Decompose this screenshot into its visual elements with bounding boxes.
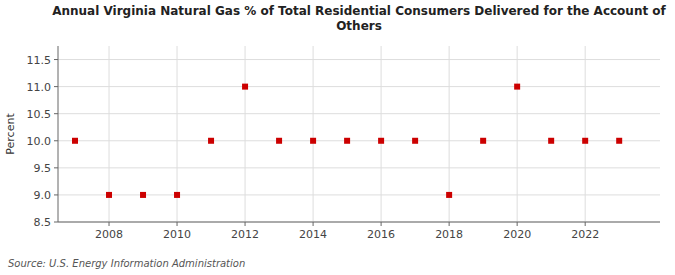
point <box>310 138 316 144</box>
tick <box>54 59 58 60</box>
point <box>242 84 248 90</box>
point <box>174 192 180 198</box>
grid-line <box>58 140 660 141</box>
tick-label: 2018 <box>435 228 463 241</box>
tick <box>54 222 58 223</box>
grid-line <box>58 222 660 223</box>
tick <box>177 222 178 226</box>
tick <box>54 140 58 141</box>
y-axis-label: Percent <box>4 113 17 155</box>
point <box>378 138 384 144</box>
chart: Annual Virginia Natural Gas % of Total R… <box>0 0 675 275</box>
tick-label: 2008 <box>95 228 123 241</box>
tick <box>313 222 314 226</box>
y-axis <box>58 46 59 222</box>
point <box>412 138 418 144</box>
point <box>276 138 282 144</box>
tick-label: 2012 <box>231 228 259 241</box>
point <box>514 84 520 90</box>
grid-line <box>313 46 314 222</box>
point <box>106 192 112 198</box>
tick <box>449 222 450 226</box>
tick <box>54 113 58 114</box>
tick <box>517 222 518 226</box>
grid-line <box>381 46 382 222</box>
point <box>208 138 214 144</box>
point <box>480 138 486 144</box>
grid-line <box>58 113 660 114</box>
point <box>72 138 78 144</box>
point <box>582 138 588 144</box>
tick-label: 9.5 <box>34 162 52 175</box>
tick-label: 2020 <box>503 228 531 241</box>
tick <box>381 222 382 226</box>
grid-line <box>245 46 246 222</box>
x-axis <box>58 222 660 223</box>
marks <box>72 84 622 198</box>
point <box>616 138 622 144</box>
tick <box>245 222 246 226</box>
tick <box>54 194 58 195</box>
tick-label: 11.0 <box>27 81 52 94</box>
tick-label: 2022 <box>571 228 599 241</box>
tick <box>54 167 58 168</box>
point <box>548 138 554 144</box>
tick-label: 9.0 <box>34 189 52 202</box>
grid-line <box>58 59 660 60</box>
tick-label: 2014 <box>299 228 327 241</box>
tick-label: 10.0 <box>27 135 52 148</box>
tick-label: 2010 <box>163 228 191 241</box>
point <box>446 192 452 198</box>
grid-line <box>58 86 660 87</box>
tick <box>109 222 110 226</box>
point <box>344 138 350 144</box>
title: Annual Virginia Natural Gas % of Total R… <box>52 4 666 33</box>
tick-label: 2016 <box>367 228 395 241</box>
point <box>140 192 146 198</box>
tick-label: 11.5 <box>27 54 52 67</box>
tick <box>54 86 58 87</box>
annotation: Source: U.S. Energy Information Administ… <box>8 258 245 269</box>
grid-line <box>517 46 518 222</box>
tick <box>585 222 586 226</box>
grid <box>58 46 660 222</box>
tick-label: 10.5 <box>27 108 52 121</box>
grid-line <box>58 194 660 195</box>
grid-line <box>58 167 660 168</box>
grid-line <box>585 46 586 222</box>
tick-label: 8.5 <box>34 216 52 229</box>
